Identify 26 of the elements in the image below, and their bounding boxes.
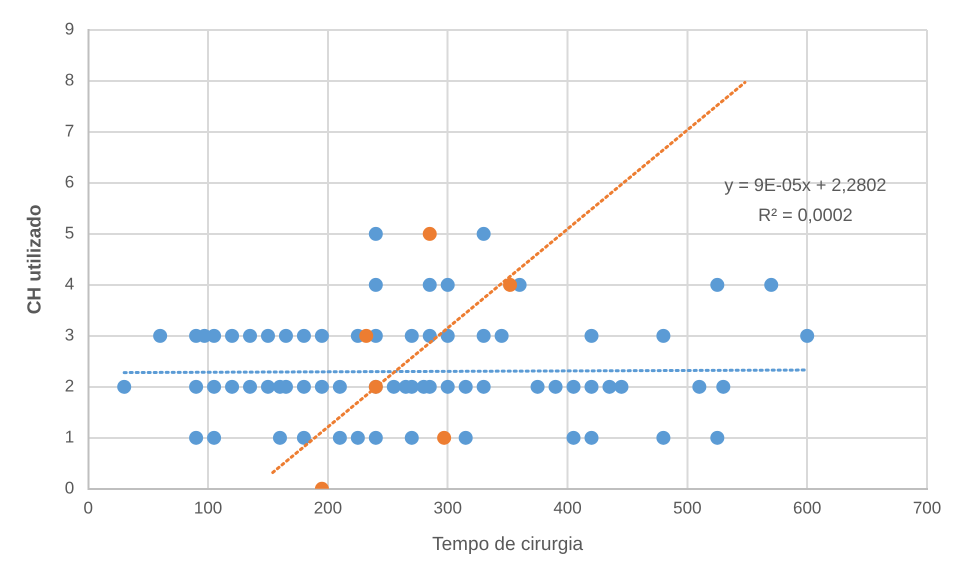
y-tick-label: 5	[64, 224, 74, 243]
x-tick-label: 600	[792, 498, 822, 518]
y-tick-label: 8	[64, 70, 74, 90]
x-tick-label: 300	[434, 498, 462, 518]
x-axis-title: Tempo de cirurgia	[432, 534, 584, 555]
y-tick-label: 0	[64, 478, 74, 498]
x-tick-label: 400	[553, 498, 582, 518]
y-tick-label: 6	[64, 172, 74, 192]
y-tick-label: 2	[64, 376, 74, 396]
annotation: R² = 0,0002	[758, 204, 853, 225]
point	[503, 278, 518, 292]
point	[359, 328, 374, 343]
x-tick-label: 0	[84, 498, 93, 518]
y-tick-label: 9	[64, 20, 74, 39]
y-tick-label: 1	[64, 428, 74, 447]
point	[422, 226, 437, 241]
annotation: y = 9E-05x + 2,2802	[724, 174, 886, 195]
y-tick-label: 3	[64, 326, 74, 345]
x-tick-label: 500	[673, 498, 702, 518]
y-axis-title: CH utilizado	[24, 204, 46, 314]
point	[437, 430, 452, 445]
x-tick-label: 100	[194, 498, 222, 518]
x-tick-label: 200	[314, 498, 342, 518]
y-tick-label: 7	[64, 122, 74, 141]
y-tick-label: 4	[64, 274, 74, 294]
x-tick-label: 700	[912, 498, 942, 518]
